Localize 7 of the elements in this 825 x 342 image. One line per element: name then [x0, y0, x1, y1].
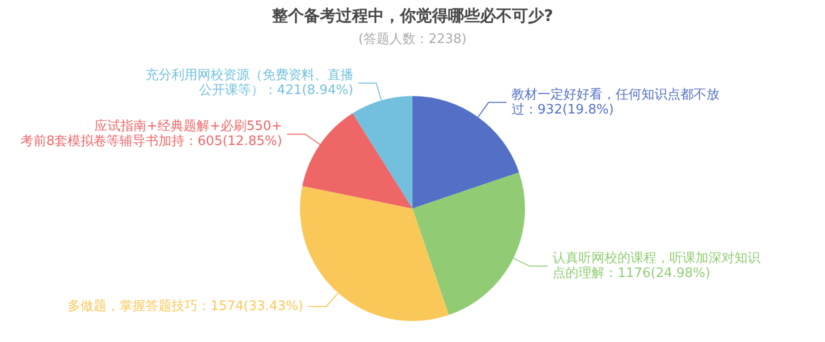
slice-label: 充分利用网校资源（免费资料、直播公开课等）：421(8.94%) [145, 68, 354, 98]
slice-label: 应试指南+经典题解+必刷550+考前8套模拟卷等辅导书加持：605(12.85%) [20, 118, 282, 150]
slice-label: 教材一定好好看，任何知识点都不放过：932(19.8%) [512, 87, 720, 118]
chart-title: 整个备考过程中，你觉得哪些必不可少? [270, 6, 554, 27]
chart-subtitle: (答题人数：2238) [357, 31, 468, 48]
slice-label: 多做题，掌握答题技巧：1574(33.43%) [67, 298, 304, 314]
slice-label: 认真听网校的课程，听课加深对知识点的理解：1176(24.98%) [552, 251, 761, 282]
